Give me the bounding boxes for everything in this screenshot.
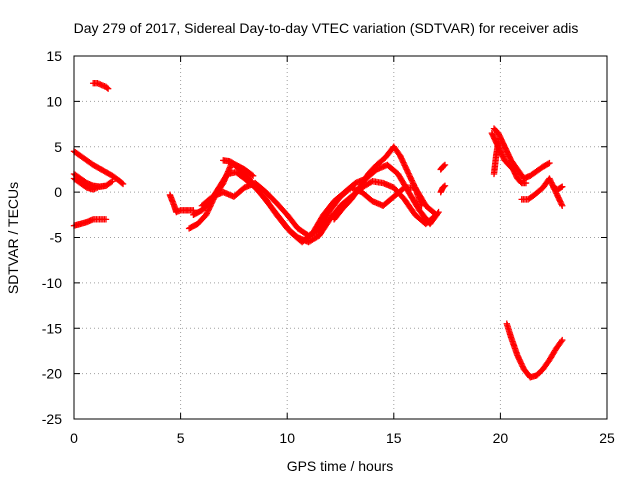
plus-marker	[495, 139, 502, 146]
plus-marker	[440, 183, 448, 190]
plus-marker	[441, 182, 449, 189]
plus-marker	[207, 201, 214, 209]
plus-marker	[94, 184, 101, 191]
series-track-p	[490, 139, 502, 178]
plus-marker	[248, 171, 256, 179]
plus-marker	[204, 207, 212, 214]
y-tick-label: 0	[54, 184, 62, 200]
series-track-o	[488, 129, 530, 187]
x-axis-label: GPS time / hours	[287, 458, 394, 474]
plus-marker	[405, 170, 412, 177]
plus-marker	[249, 172, 257, 179]
plus-marker	[544, 160, 552, 168]
y-tick-label: -10	[42, 275, 62, 291]
plus-marker	[433, 211, 440, 219]
x-tick-label: 20	[493, 430, 509, 446]
series-track-r	[550, 183, 566, 193]
plus-marker	[407, 176, 415, 183]
series-track-m	[437, 182, 449, 196]
plus-marker	[104, 85, 112, 92]
plus-marker	[418, 202, 425, 209]
x-tick-label: 0	[70, 430, 78, 446]
series-track-e	[89, 80, 112, 92]
plus-marker	[559, 183, 566, 190]
plus-marker	[407, 174, 414, 182]
plus-marker	[208, 200, 215, 207]
plus-marker	[404, 169, 412, 176]
chart-title: Day 279 of 2017, Sidereal Day-to-day VTE…	[74, 20, 579, 36]
plus-marker	[557, 184, 565, 191]
x-tick-label: 5	[177, 430, 185, 446]
series-track-f	[166, 191, 197, 216]
plus-marker	[403, 166, 410, 173]
plus-marker	[103, 84, 111, 91]
plus-marker	[102, 216, 110, 223]
plus-marker	[432, 210, 439, 218]
plus-marker	[440, 162, 448, 170]
y-tick-label: 15	[46, 48, 62, 64]
plus-marker	[411, 182, 418, 190]
plus-marker	[119, 180, 127, 188]
x-tick-label: 10	[279, 430, 295, 446]
series-track-a	[70, 216, 110, 229]
series-track-n	[490, 125, 553, 182]
plus-marker	[559, 336, 566, 344]
plus-marker	[206, 204, 213, 212]
plus-marker	[441, 161, 449, 169]
y-tick-label: -20	[42, 366, 62, 382]
plus-marker	[559, 202, 566, 209]
data-points-layer	[70, 80, 566, 381]
plus-marker	[206, 203, 214, 210]
plus-marker	[109, 178, 116, 185]
y-axis-label: SDTVAR / TECUs	[5, 182, 21, 294]
plus-marker	[204, 208, 211, 216]
plus-marker	[202, 211, 210, 219]
plus-marker	[522, 179, 530, 187]
plus-marker	[410, 181, 418, 188]
plus-marker	[558, 338, 565, 345]
plus-marker	[406, 173, 414, 180]
plus-marker	[409, 180, 417, 187]
plot-frame	[73, 55, 608, 420]
ticks-layer: 0 5 10 15 20 25 -25 -20 -15 -10 -5 0 5 10 15	[42, 48, 615, 446]
plus-marker	[406, 171, 413, 179]
y-tick-label: 5	[54, 139, 62, 155]
grid-layer	[74, 56, 607, 419]
plus-marker	[118, 179, 126, 187]
plus-marker	[203, 210, 211, 217]
plus-marker	[546, 159, 553, 167]
series-track-j	[220, 157, 257, 179]
series-track-b	[70, 148, 127, 188]
x-tick-label: 25	[599, 430, 615, 446]
plus-marker	[408, 177, 416, 184]
series-track-k	[330, 143, 425, 223]
plus-marker	[409, 178, 416, 186]
series-track-q	[518, 175, 566, 209]
y-tick-label: -15	[42, 320, 62, 336]
plus-marker	[404, 167, 411, 175]
y-tick-label: -25	[42, 411, 62, 427]
y-tick-label: -5	[50, 230, 63, 246]
plus-marker	[107, 178, 115, 186]
series-track-i	[198, 179, 440, 239]
plus-marker	[205, 206, 213, 213]
series-track-s	[503, 320, 566, 381]
y-tick-label: 10	[46, 93, 62, 109]
x-tick-label: 15	[386, 430, 402, 446]
series-track-l	[437, 161, 449, 173]
